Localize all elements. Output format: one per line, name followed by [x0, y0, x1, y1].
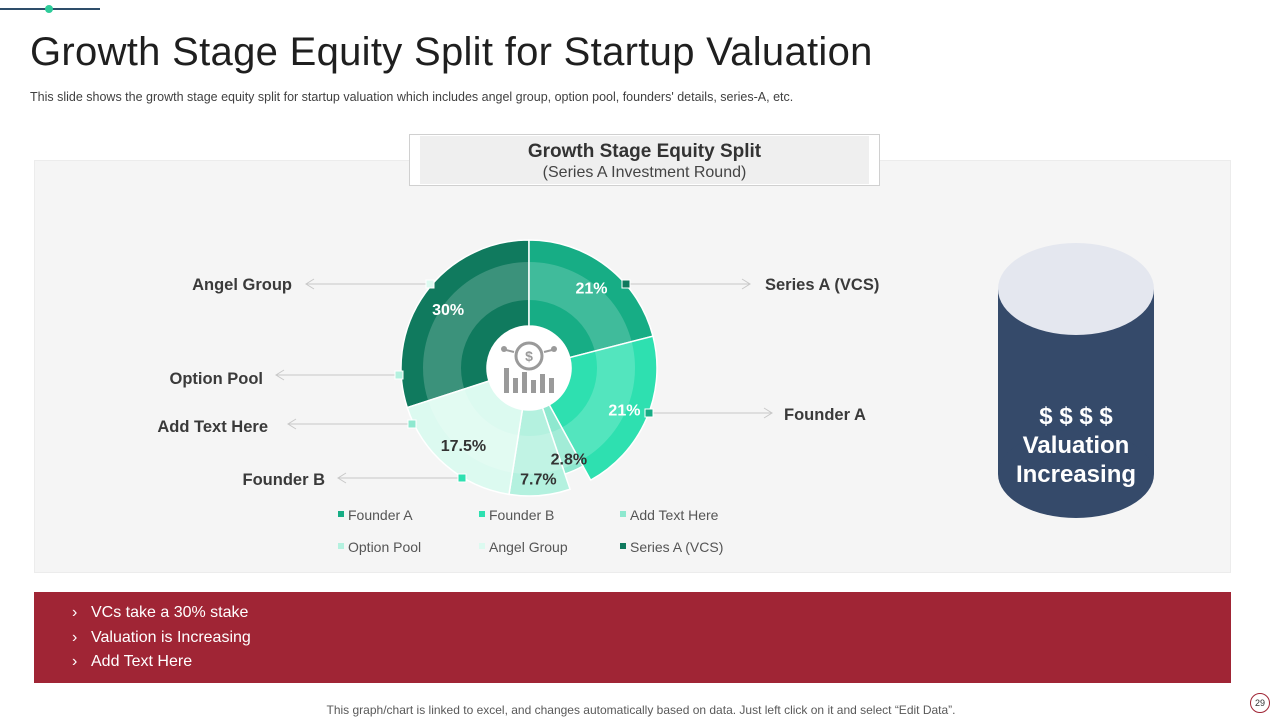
- cylinder-line-3: Increasing: [1015, 461, 1137, 488]
- callout-group: Angel Group Option Pool Add Text Here Found…: [157, 276, 879, 489]
- legend-label-add-text-here: Add Text Here: [630, 507, 719, 523]
- footnote: This graph/chart is linked to excel, and…: [326, 703, 956, 717]
- cylinder-text: $ $ $ $ Valuation Increasing: [998, 402, 1154, 489]
- key-takeaways-bar: › VCs take a 30% stake › Valuation is Incr…: [34, 592, 1231, 683]
- valuation-cylinder: [998, 243, 1154, 518]
- svg-text:$: $: [525, 348, 533, 364]
- chart-title: Growth Stage Equity Split: [527, 141, 762, 162]
- legend-swatch-series-a-vcs: [620, 543, 626, 549]
- chevron-right-icon: ›: [72, 653, 78, 670]
- arrow-icon: [741, 278, 751, 290]
- callout-marker-founder-b: [457, 473, 467, 483]
- donut-group: 30% 21% 21% 2.8% 7.7% 17.5%: [400, 239, 658, 497]
- legend-swatch-founder-b: [479, 511, 485, 517]
- dollar-growth-icon: $: [501, 341, 557, 393]
- legend-swatch-founder-a: [338, 511, 344, 517]
- takeaway-list: › VCs take a 30% stake › Valuation is Incr…: [34, 592, 1231, 675]
- takeaway-item: › Valuation is Increasing: [72, 626, 1231, 651]
- callout-label-founder-a: Founder A: [784, 406, 866, 424]
- page-subtitle: This slide shows the growth stage equity…: [30, 90, 794, 104]
- callout-label-option-pool: Option Pool: [170, 370, 263, 388]
- legend-swatch-option-pool: [338, 543, 344, 549]
- callout-marker-founder-a: [644, 408, 654, 418]
- data-label-series-a-vcs: 30%: [432, 302, 464, 319]
- data-label-angel-group: 17.5%: [441, 438, 486, 455]
- callout-label-founder-b: Founder B: [243, 471, 326, 489]
- callout-label-add-text-here: Add Text Here: [157, 418, 268, 436]
- legend-label-founder-b: Founder B: [489, 507, 554, 523]
- callout-marker-series-a-vcs: [621, 279, 631, 289]
- legend-label-series-a-vcs: Series A (VCS): [630, 539, 723, 555]
- legend-label-option-pool: Option Pool: [348, 539, 421, 555]
- page-title: Growth Stage Equity Split for Startup Va…: [30, 30, 873, 74]
- callout-marker-option-pool: [394, 370, 404, 380]
- callout-marker-angel-group: [425, 279, 435, 289]
- data-label-option-pool: 7.7%: [520, 472, 556, 489]
- data-label-add-text-here: 2.8%: [551, 452, 587, 469]
- inner-highlight-ring: [423, 262, 635, 474]
- arrow-icon: [305, 278, 315, 290]
- legend-group: Founder A Founder B Add Text Here Option Po…: [338, 507, 723, 555]
- top-accent-dot: [45, 5, 53, 13]
- arrow-icon: [763, 407, 773, 419]
- chart-title-box: Growth Stage Equity Split (Series A Inve…: [409, 134, 880, 186]
- legend-label-founder-a: Founder A: [348, 507, 413, 523]
- cylinder-line-1: $ $ $ $: [1039, 403, 1113, 430]
- chart-subtitle: (Series A Investment Round): [542, 164, 747, 181]
- chevron-right-icon: ›: [72, 628, 78, 646]
- arrow-icon: [287, 418, 297, 430]
- page-number: 29: [1250, 693, 1270, 713]
- callout-marker-add-text-here: [407, 419, 417, 429]
- takeaway-item: › Add Text Here: [72, 650, 1231, 675]
- chevron-right-icon: ›: [72, 604, 78, 621]
- callout-label-series-a-vcs: Series A (VCS): [765, 276, 879, 294]
- data-label-founder-b: 21%: [608, 402, 640, 419]
- data-label-founder-a: 21%: [576, 280, 608, 297]
- arrow-icon: [337, 472, 347, 484]
- legend-swatch-angel-group: [479, 543, 485, 549]
- legend-swatch-add-text-here: [620, 511, 626, 517]
- arrow-icon: [275, 369, 285, 381]
- takeaway-item: › VCs take a 30% stake: [72, 601, 1231, 626]
- cylinder-line-2: Valuation: [1022, 432, 1130, 459]
- callout-label-angel-group: Angel Group: [192, 276, 292, 294]
- legend-label-angel-group: Angel Group: [489, 539, 568, 555]
